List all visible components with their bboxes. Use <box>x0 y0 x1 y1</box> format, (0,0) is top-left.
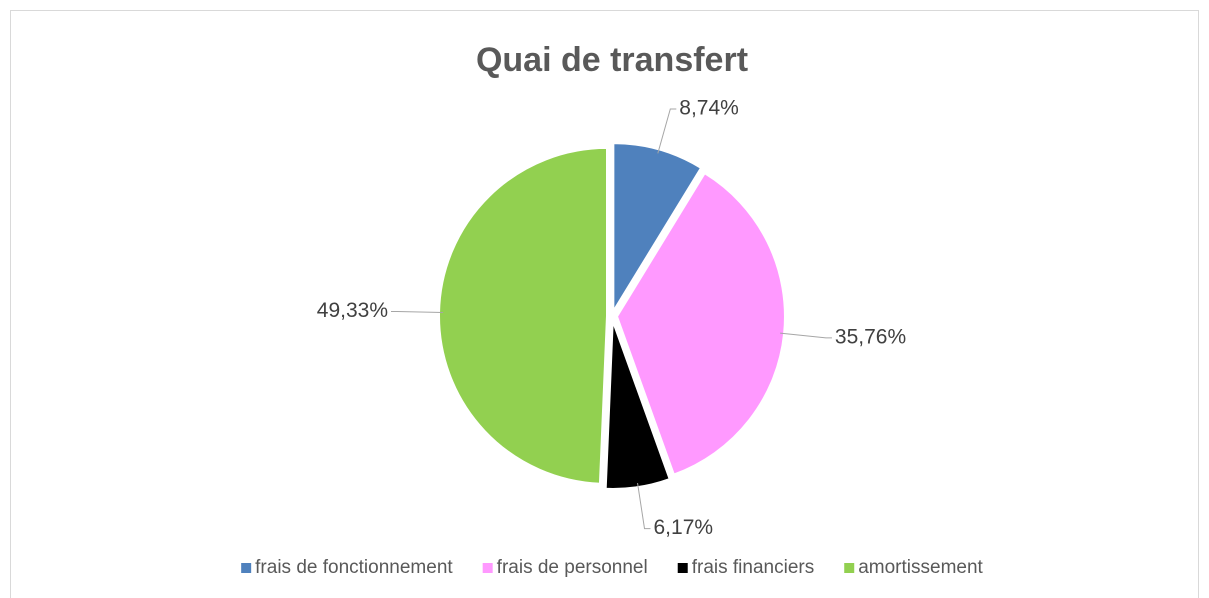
data-label: 8,74% <box>679 97 739 120</box>
legend-marker <box>482 563 493 573</box>
data-label: 6,17% <box>654 516 714 539</box>
legend-label: frais de personnel <box>497 557 648 578</box>
leader-line <box>780 332 832 339</box>
data-label: 35,76% <box>835 325 906 348</box>
legend-label: frais de fonctionnement <box>255 557 453 578</box>
leader-line <box>657 108 677 154</box>
leader-line <box>637 482 651 530</box>
legend-marker <box>844 563 855 573</box>
chart-title: Quai de transfert <box>476 41 748 79</box>
legend-label: amortissement <box>858 557 983 578</box>
leader-line <box>391 310 444 313</box>
legend-marker <box>241 563 252 573</box>
data-label: 49,33% <box>317 299 388 322</box>
legend-marker <box>677 563 688 573</box>
legend-label: frais financiers <box>692 557 815 578</box>
